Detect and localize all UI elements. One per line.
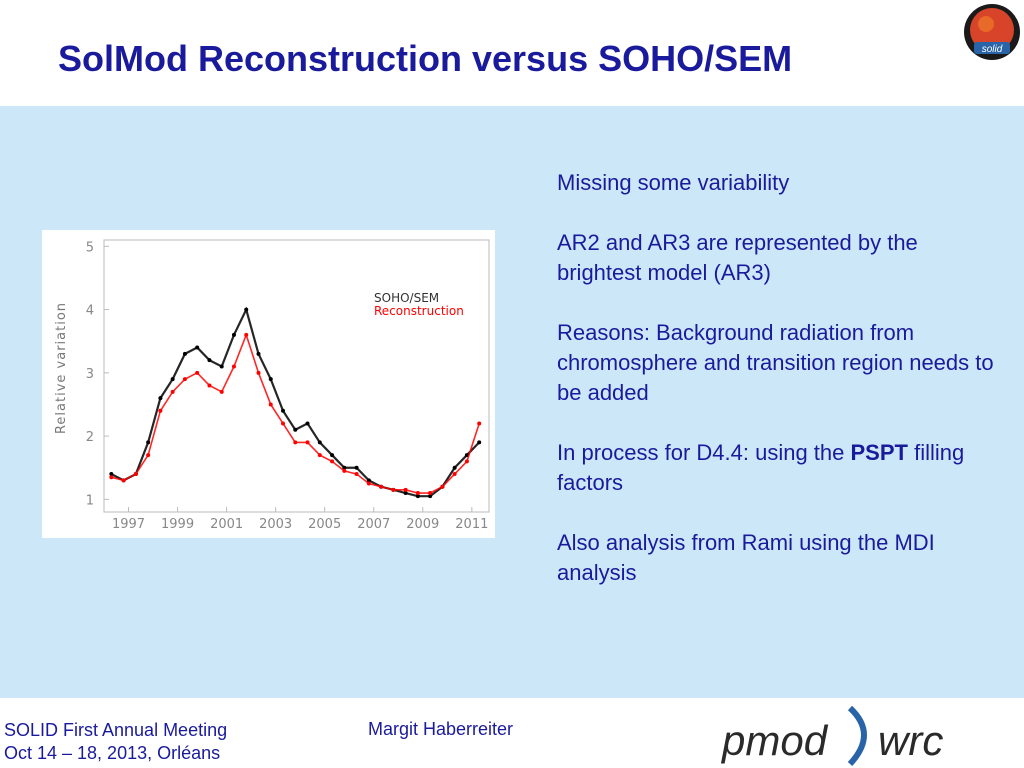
y-tick-label: 3 xyxy=(86,367,94,382)
logo-badge-text: solid xyxy=(982,44,1003,55)
data-point-reconstruction xyxy=(109,475,114,480)
data-point-soho-sem xyxy=(403,491,408,496)
bullet-2: AR2 and AR3 are represented by the brigh… xyxy=(557,230,918,285)
data-point-soho-sem xyxy=(207,358,212,363)
data-point-reconstruction xyxy=(195,370,200,375)
chart-container: 1 2 3 4 5 1997 1999 2001 2003 2005 2007 2009 2011 Re… xyxy=(42,230,495,538)
x-tick-label: 2011 xyxy=(455,517,488,532)
data-point-soho-sem xyxy=(182,351,187,356)
data-point-reconstruction xyxy=(440,484,445,489)
x-tick-label: 1999 xyxy=(161,517,194,532)
pmod-logo-text: pmod xyxy=(720,717,829,764)
data-point-reconstruction xyxy=(391,487,396,492)
y-tick-label: 1 xyxy=(86,493,94,508)
data-point-reconstruction xyxy=(219,389,224,394)
data-point-reconstruction xyxy=(379,484,384,489)
data-point-reconstruction xyxy=(342,468,347,473)
data-point-soho-sem xyxy=(293,427,298,432)
x-tick-label: 2005 xyxy=(308,517,341,532)
data-point-reconstruction xyxy=(330,459,335,464)
data-point-soho-sem xyxy=(317,440,322,445)
data-point-reconstruction xyxy=(133,472,138,477)
x-tick-label: 2001 xyxy=(210,517,243,532)
data-point-soho-sem xyxy=(244,307,249,312)
data-point-soho-sem xyxy=(305,421,310,426)
solid-logo: solid xyxy=(964,4,1020,60)
data-point-reconstruction xyxy=(231,364,236,369)
bullet-1: Missing some variability xyxy=(557,170,790,195)
data-point-reconstruction xyxy=(281,421,286,426)
data-point-soho-sem xyxy=(452,465,457,470)
x-tick-label: 2009 xyxy=(406,517,439,532)
data-point-soho-sem xyxy=(415,494,420,499)
legend-reconstruction: Reconstruction xyxy=(374,304,464,318)
bullet-4-post: filling factors xyxy=(557,440,965,495)
data-point-reconstruction xyxy=(121,478,126,483)
data-point-soho-sem xyxy=(170,377,175,382)
pmod-logo-arc xyxy=(847,705,867,767)
bullet-4-pre: In process for D4.4: using the xyxy=(557,440,851,465)
data-point-reconstruction xyxy=(366,481,371,486)
data-point-soho-sem xyxy=(219,364,224,369)
data-point-reconstruction xyxy=(354,472,359,477)
data-point-soho-sem xyxy=(231,332,236,337)
x-tick-label: 1997 xyxy=(112,517,145,532)
y-tick-label: 4 xyxy=(86,304,94,319)
slide-title: SolMod Reconstruction versus SOHO/SEM xyxy=(58,38,793,79)
y-tick-label: 5 xyxy=(86,240,94,255)
data-point-reconstruction xyxy=(207,383,212,388)
pmod-wrc-logo: pmod wrc xyxy=(720,705,943,767)
data-point-reconstruction xyxy=(477,421,482,426)
data-point-reconstruction xyxy=(464,459,469,464)
data-point-soho-sem xyxy=(428,494,433,499)
chart-svg: 1 2 3 4 5 1997 1999 2001 2003 2005 2007 2009 2011 Re… xyxy=(54,239,490,532)
data-point-soho-sem xyxy=(256,351,261,356)
bullet-list: Missing some variability AR2 and AR3 are… xyxy=(557,168,997,618)
data-point-soho-sem xyxy=(477,440,482,445)
x-tick-label: 2003 xyxy=(259,517,292,532)
data-point-soho-sem xyxy=(342,465,347,470)
logo-sun-spot xyxy=(978,16,994,32)
data-point-soho-sem xyxy=(330,453,335,458)
footer-dates: Oct 14 – 18, 2013, Orléans xyxy=(4,743,221,763)
legend-soho-sem: SOHO/SEM xyxy=(374,291,439,305)
series-line-soho-sem xyxy=(110,306,480,498)
data-point-reconstruction xyxy=(158,408,163,413)
data-point-reconstruction xyxy=(403,487,408,492)
data-point-reconstruction xyxy=(428,491,433,496)
data-point-soho-sem xyxy=(146,440,151,445)
data-point-reconstruction xyxy=(244,332,249,337)
bullet-5: Also analysis from Rami using the MDI an… xyxy=(557,530,935,585)
data-point-soho-sem xyxy=(281,408,286,413)
data-point-reconstruction xyxy=(452,472,457,477)
logo-badge xyxy=(974,42,1010,54)
footer-meeting: SOLID First Annual Meeting xyxy=(4,720,228,740)
data-point-soho-sem xyxy=(195,345,200,350)
y-axis-label: Relative variation xyxy=(54,302,69,434)
bullet-4: In process for D4.4: using the PSPT fill… xyxy=(557,438,997,498)
bullet-3: Reasons: Background radiation from chrom… xyxy=(557,320,994,405)
data-point-reconstruction xyxy=(415,491,420,496)
series-line-reconstruction xyxy=(111,332,480,494)
data-point-reconstruction xyxy=(305,440,310,445)
data-point-reconstruction xyxy=(170,389,175,394)
data-point-reconstruction xyxy=(146,453,151,458)
data-point-reconstruction xyxy=(293,440,298,445)
data-point-soho-sem xyxy=(354,465,359,470)
data-point-soho-sem xyxy=(158,396,163,401)
data-point-soho-sem xyxy=(109,472,114,477)
data-point-soho-sem xyxy=(366,478,371,483)
data-point-reconstruction xyxy=(256,370,261,375)
wrc-logo-text: wrc xyxy=(878,717,943,764)
x-tick-label: 2007 xyxy=(357,517,390,532)
bullet-4-bold: PSPT xyxy=(850,440,908,465)
data-point-soho-sem xyxy=(268,377,273,382)
footer-author: Margit Haberreiter xyxy=(368,719,514,739)
data-point-reconstruction xyxy=(317,453,322,458)
y-tick-label: 2 xyxy=(86,430,94,445)
footer-meeting-info: SOLID First Annual Meeting Oct 14 – 18, … xyxy=(4,719,227,765)
data-point-reconstruction xyxy=(182,377,187,382)
plot-frame xyxy=(103,239,490,513)
data-point-reconstruction xyxy=(268,402,273,407)
